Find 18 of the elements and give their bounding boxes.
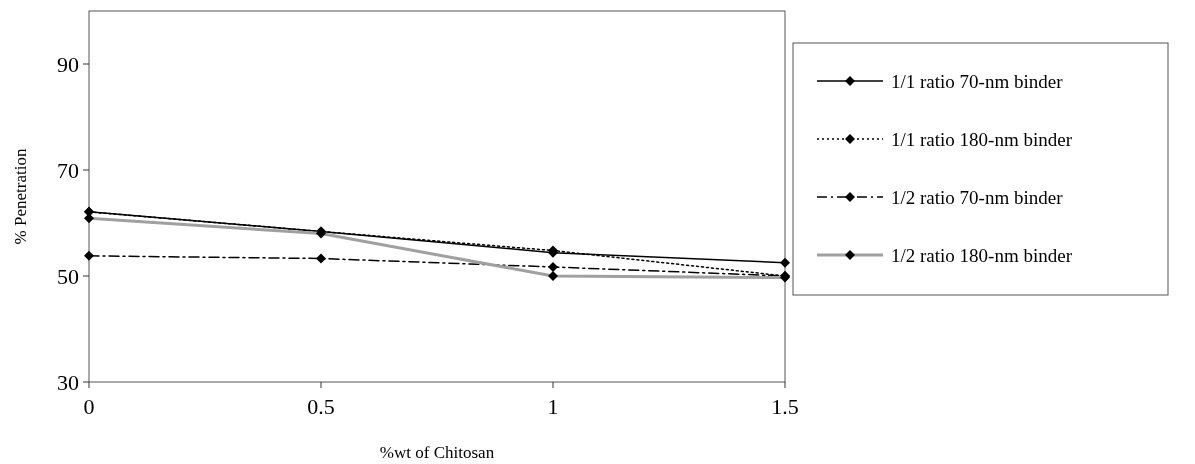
y-tick-label: 50 [57, 263, 79, 289]
x-tick-label: 0.5 [307, 394, 335, 419]
x-axis-title: %wt of Chitosan [379, 443, 495, 462]
point [84, 250, 94, 261]
legend-label: 1/1 ratio 70-nm binder [891, 70, 1064, 92]
y-tick-label: 30 [57, 369, 79, 395]
point [548, 261, 558, 272]
y-tick-label: 90 [57, 51, 79, 77]
legend-label: 1/2 ratio 70-nm binder [891, 186, 1064, 208]
x-tick-label: 1 [547, 394, 559, 419]
legend-label: 1/2 ratio 180-nm binder [891, 244, 1073, 266]
y-axis-title: % Penetration [11, 148, 30, 245]
point [316, 253, 326, 264]
y-tick-label: 70 [57, 157, 79, 183]
x-tick-label: 1.5 [771, 394, 799, 419]
point [780, 257, 790, 268]
legend-label: 1/1 ratio 180-nm binder [891, 128, 1073, 150]
x-tick-label: 0 [83, 394, 95, 419]
